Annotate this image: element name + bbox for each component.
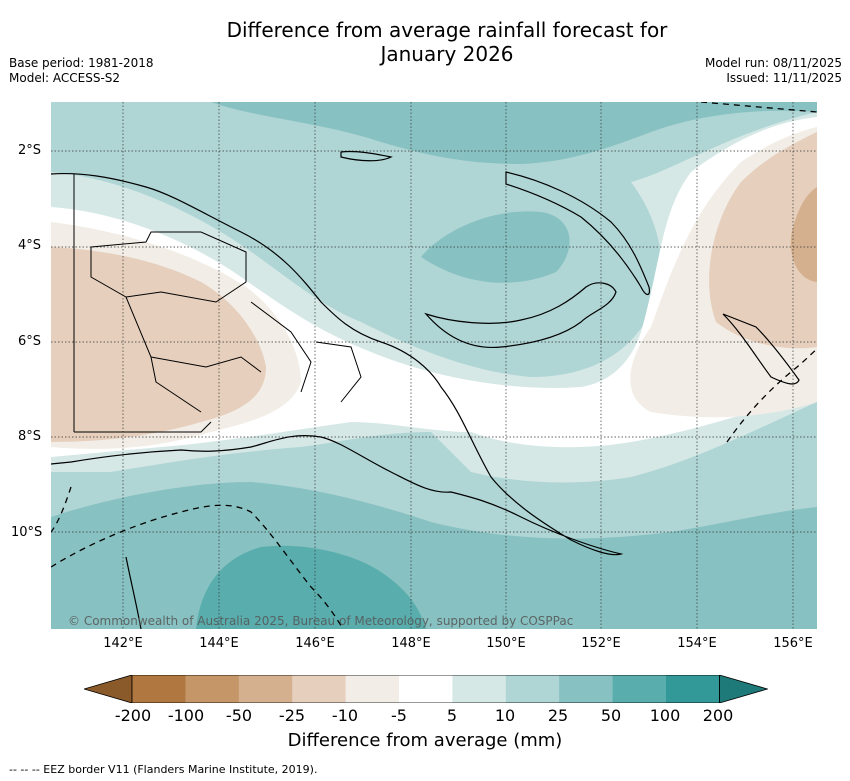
colorbar-swatch (612, 675, 667, 703)
lat-label-6s: 6°S (18, 334, 42, 349)
colorbar-swatch (399, 675, 453, 703)
model-run-text: Model run: 08/11/2025 (704, 56, 842, 70)
lat-label-2s: 2°S (18, 143, 42, 158)
colorbar-tick-label: 50 (600, 706, 622, 725)
colorbar-title: Difference from average (mm) (287, 730, 563, 751)
colorbar-swatch (132, 675, 186, 703)
colorbar-tick-label: -5 (391, 706, 407, 725)
lat-label-10s: 10°S (11, 525, 43, 540)
colorbar-swatch (505, 675, 560, 703)
map-svg (51, 102, 817, 629)
colorbar-tick-label: -10 (331, 706, 359, 725)
colorbar-swatch (452, 675, 507, 703)
colorbar-tick-label: -100 (167, 706, 205, 725)
region-east-tan (709, 132, 817, 349)
lat-label-8s: 8°S (18, 429, 42, 444)
lon-label-144e: 144°E (199, 636, 239, 651)
lon-label-150e: 150°E (486, 636, 526, 651)
model-text: Model: ACCESS-S2 (9, 71, 121, 85)
lon-label-148e: 148°E (391, 636, 431, 651)
graticule (51, 102, 817, 629)
region-north-sea (211, 102, 817, 164)
lat-label-4s: 4°S (18, 238, 42, 253)
coast-australia-north (125, 556, 142, 629)
lon-label-142e: 142°E (103, 636, 143, 651)
coast-manus (340, 150, 393, 162)
meta-right: Model run: 08/11/2025 Issued: 11/11/2025 (705, 56, 842, 86)
colorbar-swatch (559, 675, 614, 703)
colorbar-outline (131, 675, 720, 703)
region-bismarck-blob (421, 211, 570, 283)
copyright-text: © Commonwealth of Australia 2025, Bureau… (68, 614, 574, 628)
colorbar-arrow-low (84, 675, 133, 703)
coastlines (51, 150, 800, 629)
coast-bougainville (722, 313, 800, 385)
colorbar-swatch (185, 675, 240, 703)
region-east-mid-tan (790, 187, 817, 282)
coast-new-britain (424, 282, 617, 349)
map-panel (51, 102, 817, 629)
colorbar-swatch (292, 675, 347, 703)
colorbar-swatch (345, 675, 400, 703)
colorbar-tick-label: -50 (225, 706, 253, 725)
colorbar-swatch (238, 675, 293, 703)
colorbar-tick-label: 200 (702, 706, 734, 725)
colorbar-tick-label: 10 (494, 706, 516, 725)
base-period-text: Base period: 1981-2018 (9, 56, 154, 70)
chart-title: Difference from average rainfall forecas… (226, 18, 668, 66)
colorbar-tick-label: 5 (446, 706, 458, 725)
colorbar-tick-label: 100 (649, 706, 681, 725)
eez-footnote: -- -- -- EEZ border V11 (Flanders Marine… (9, 763, 318, 776)
eez-border (51, 102, 817, 629)
colorbar-swatch (666, 675, 720, 703)
issued-text: Issued: 11/11/2025 (726, 71, 842, 85)
lon-label-156e: 156°E (773, 636, 813, 651)
colorbar-arrow-high (719, 675, 768, 703)
colorbar-swatches (84, 675, 768, 703)
lon-label-152e: 152°E (581, 636, 621, 651)
lon-label-154e: 154°E (677, 636, 717, 651)
lon-label-146e: 146°E (295, 636, 335, 651)
coast-new-guinea (51, 173, 624, 556)
colorbar-tick-label: -25 (278, 706, 306, 725)
borders (73, 174, 362, 433)
colorbar-tick-label: -200 (114, 706, 152, 725)
region-west-tan (51, 247, 266, 442)
coast-new-ireland (505, 171, 651, 296)
colorbar (84, 675, 768, 703)
colorbar-tick-label: 25 (547, 706, 569, 725)
meta-left: Base period: 1981-2018 Model: ACCESS-S2 (9, 56, 154, 86)
